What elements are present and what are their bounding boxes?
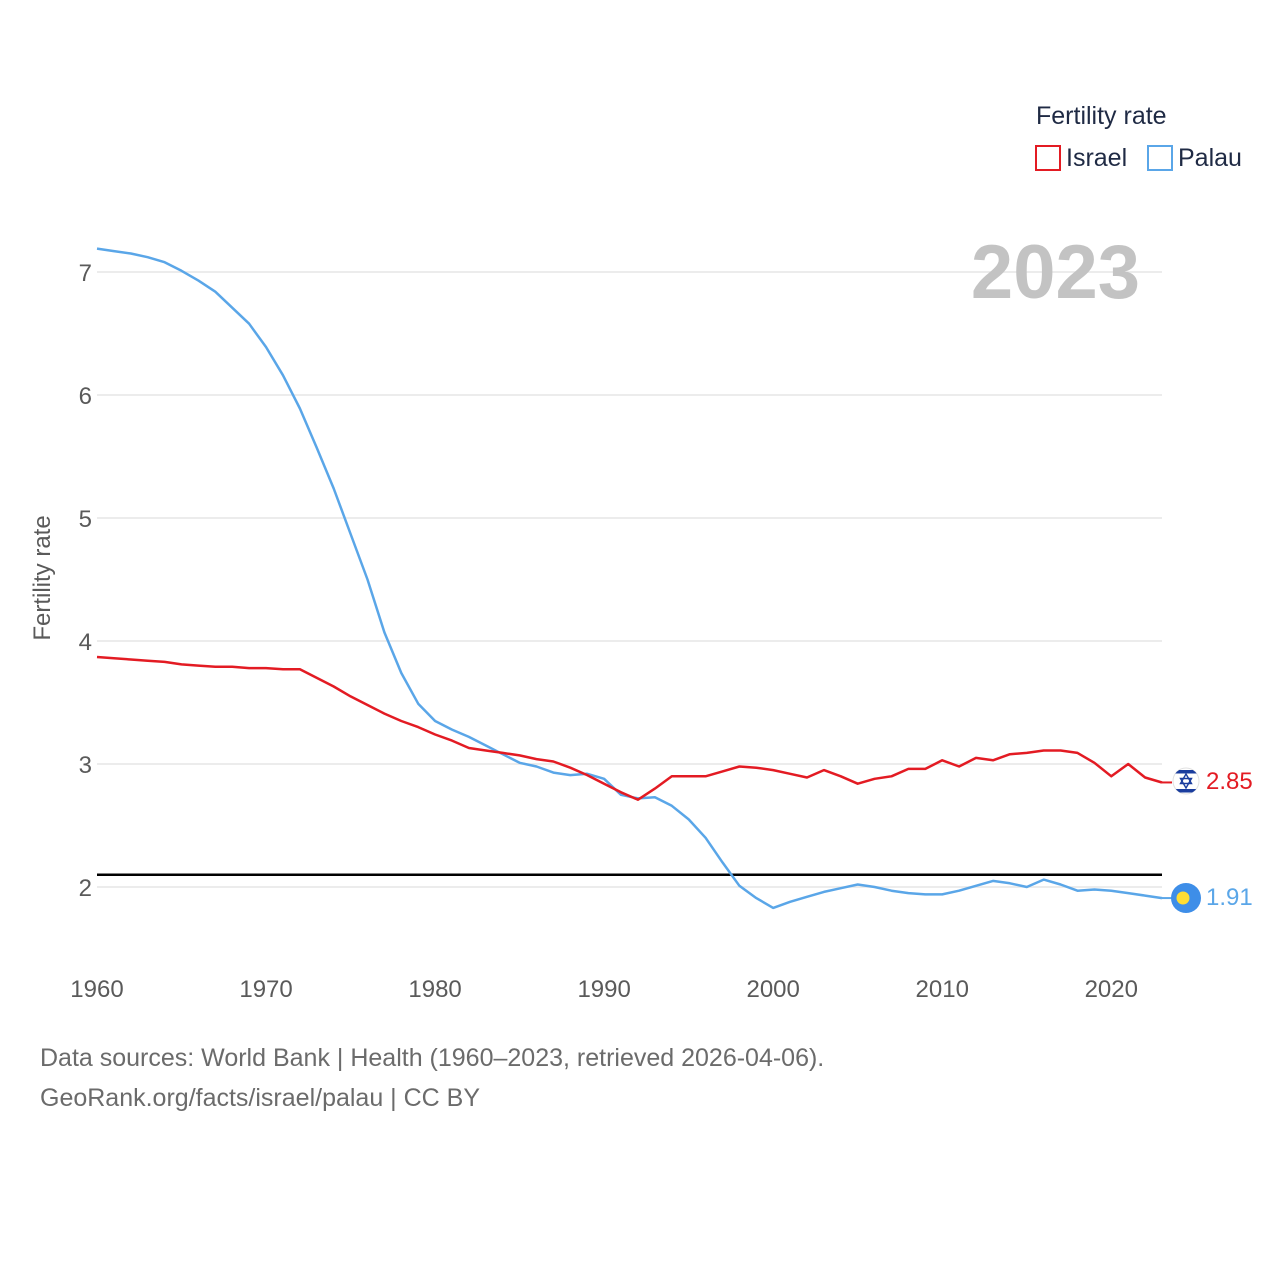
y-axis-ticks: 2 3 4 5 6 7 [79,260,92,902]
grid-lines [97,271,1162,888]
x-axis-ticks: 1960 1970 1980 1990 2000 2010 2020 [70,976,1138,1003]
palau-flag-icon [1171,883,1201,913]
legend-title: Fertility rate [1036,102,1167,130]
x-tick-label: 1960 [70,976,123,1003]
legend-swatch-palau[interactable] [1147,145,1173,171]
series-lines [96,247,1172,910]
x-tick-label: 2020 [1085,976,1138,1003]
legend-label-israel[interactable]: Israel [1066,144,1127,172]
legend-label-palau[interactable]: Palau [1178,144,1242,172]
y-tick-label: 3 [79,752,92,779]
y-axis-label: Fertility rate [29,515,56,640]
y-tick-label: 5 [79,506,92,533]
x-tick-label: 1990 [577,976,630,1003]
year-display: 2023 [971,230,1140,315]
israel-end-value: 2.85 [1206,768,1253,795]
y-tick-label: 2 [79,875,92,902]
israel-flag-icon [1172,767,1200,795]
legend: Fertility rate Israel Palau [1035,102,1242,172]
x-tick-label: 1970 [239,976,292,1003]
x-tick-label: 2010 [916,976,969,1003]
data-source-text: Data sources: World Bank | Health (1960–… [40,1044,825,1072]
series-line-israel[interactable] [96,655,1163,801]
palau-end-value: 1.91 [1206,884,1253,911]
series-line-palau[interactable] [96,247,1163,910]
y-tick-label: 6 [79,383,92,410]
y-tick-label: 7 [79,260,92,287]
legend-swatch-israel[interactable] [1035,145,1061,171]
y-tick-label: 4 [79,629,92,656]
attribution-link[interactable]: GeoRank.org/facts/israel/palau | CC BY [40,1084,481,1112]
x-tick-label: 1980 [408,976,461,1003]
x-tick-label: 2000 [746,976,799,1003]
